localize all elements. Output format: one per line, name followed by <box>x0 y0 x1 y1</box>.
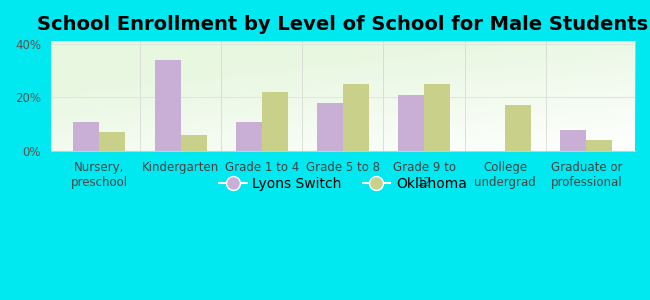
Title: School Enrollment by Level of School for Male Students: School Enrollment by Level of School for… <box>37 15 649 34</box>
Bar <box>424 84 450 151</box>
Bar <box>317 103 343 151</box>
Legend: Lyons Switch, Oklahoma: Lyons Switch, Oklahoma <box>213 172 473 197</box>
Bar <box>73 122 99 151</box>
Bar <box>343 84 369 151</box>
Bar <box>155 60 181 151</box>
Bar <box>236 122 262 151</box>
Bar <box>398 95 424 151</box>
Bar <box>505 106 531 151</box>
Bar <box>99 132 125 151</box>
Bar <box>181 135 207 151</box>
Bar <box>560 130 586 151</box>
Bar <box>262 92 288 151</box>
Bar <box>586 140 612 151</box>
